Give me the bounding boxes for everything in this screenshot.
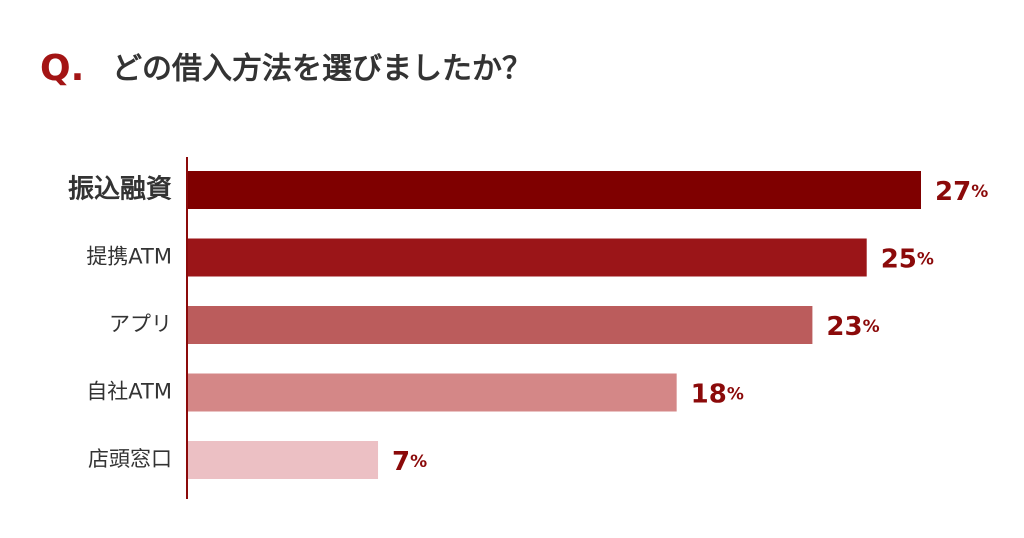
value-label: 7% — [392, 447, 427, 477]
chart-title: どの借入方法を選びましたか？ — [112, 52, 532, 87]
title-prefix: Q. — [40, 48, 84, 89]
category-label: 店頭窓口 — [88, 447, 172, 471]
value-label: 18% — [691, 379, 744, 409]
bar — [188, 373, 677, 412]
bar — [188, 238, 867, 277]
value-label: 27% — [935, 177, 988, 207]
bar — [188, 306, 813, 344]
category-label: 自社ATM — [86, 380, 172, 404]
category-label: 提携ATM — [86, 245, 172, 269]
value-label: 23% — [826, 312, 879, 342]
bar — [188, 171, 921, 209]
category-label: 振込融資 — [68, 175, 172, 205]
category-label: アプリ — [109, 312, 172, 336]
bar — [188, 441, 379, 479]
value-label: 25% — [881, 244, 934, 274]
